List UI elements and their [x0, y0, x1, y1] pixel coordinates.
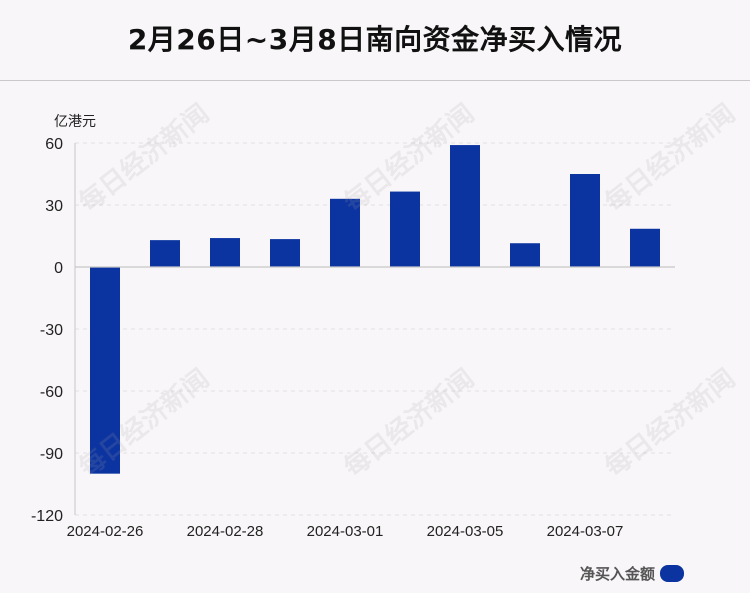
- x-tick-label: 2024-03-05: [427, 523, 504, 540]
- x-tick-label: 2024-02-26: [67, 523, 144, 540]
- bar: [570, 174, 600, 267]
- legend-label: 净买入金额: [579, 565, 655, 583]
- bar: [510, 243, 540, 267]
- chart-title: 2月26日~3月8日南向资金净买入情况: [127, 23, 623, 56]
- bar: [390, 191, 420, 267]
- y-tick-label: 30: [45, 198, 63, 215]
- y-tick-label: 60: [45, 136, 63, 153]
- x-tick-label: 2024-02-28: [187, 523, 264, 540]
- bar: [630, 228, 660, 267]
- bar: [210, 238, 240, 267]
- y-tick-label: -120: [31, 508, 63, 525]
- y-tick-label: -90: [40, 446, 63, 463]
- x-tick-label: 2024-03-07: [547, 523, 624, 540]
- x-tick-label: 2024-03-01: [307, 523, 384, 540]
- legend: 净买入金额: [580, 563, 684, 584]
- bar: [90, 267, 120, 474]
- legend-swatch: [660, 565, 684, 582]
- y-tick-label: -30: [40, 322, 63, 339]
- bar: [270, 239, 300, 267]
- title-divider: [0, 80, 750, 81]
- bar: [450, 145, 480, 267]
- bar: [330, 198, 360, 267]
- y-tick-label: -60: [40, 384, 63, 401]
- y-axis-unit-label: 亿港元: [54, 114, 96, 130]
- y-tick-label: 0: [54, 260, 63, 277]
- bar: [150, 240, 180, 267]
